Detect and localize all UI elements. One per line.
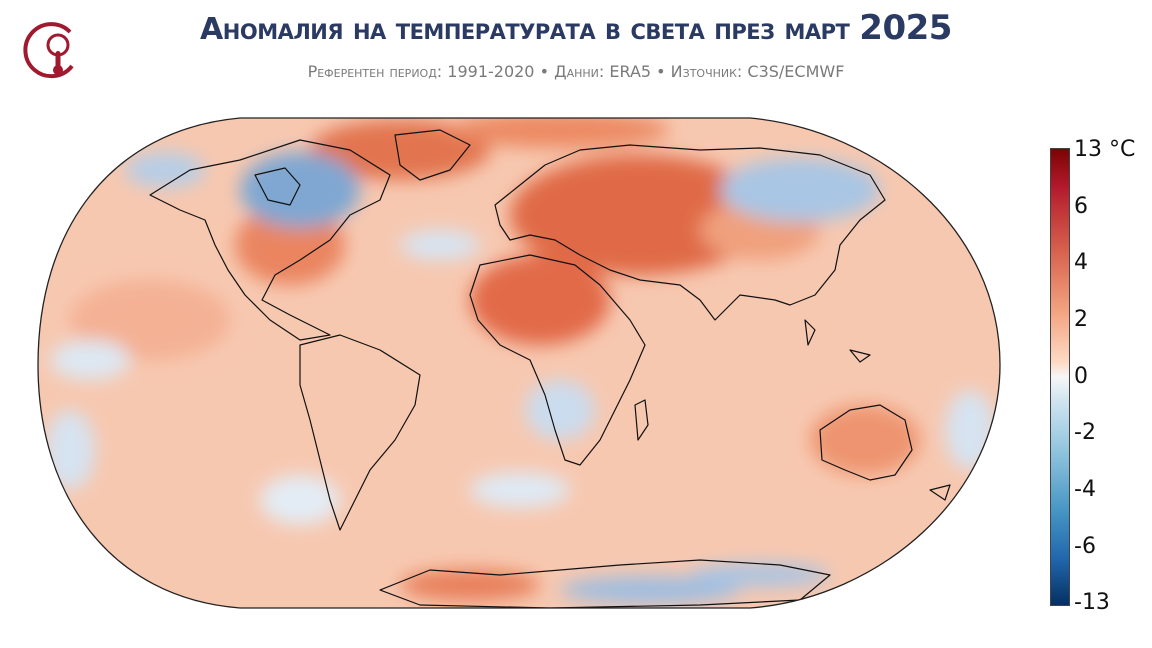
title-text: Аномалия на температурата в света през м… bbox=[200, 12, 850, 47]
anomaly-field bbox=[38, 118, 1000, 608]
title-year: 2025 bbox=[859, 8, 952, 48]
colorbar-tick-6: 6 bbox=[1074, 194, 1088, 219]
map-frame bbox=[37, 117, 1001, 609]
colorbar-tick-minus-13: -13 bbox=[1074, 590, 1110, 615]
colorbar-tick-13: 13 °C bbox=[1074, 137, 1136, 162]
colorbar-tick-4: 4 bbox=[1074, 250, 1088, 275]
page-title: Аномалия на температурата в света през м… bbox=[0, 8, 1152, 48]
page-subtitle: Референтен период: 1991-2020 • Данни: ER… bbox=[307, 62, 845, 81]
colorbar-tick-minus-6: -6 bbox=[1074, 534, 1096, 559]
colorbar bbox=[1050, 148, 1070, 606]
colorbar-tick-minus-4: -4 bbox=[1074, 477, 1096, 502]
coastlines bbox=[149, 129, 951, 608]
thermometer-logo-icon bbox=[23, 22, 74, 79]
colorbar-tick-0: 0 bbox=[1074, 364, 1088, 389]
colorbar-tick-minus-2: -2 bbox=[1074, 420, 1096, 445]
colorbar-unit: °C bbox=[1109, 137, 1136, 162]
colorbar-tick-2: 2 bbox=[1074, 307, 1088, 332]
